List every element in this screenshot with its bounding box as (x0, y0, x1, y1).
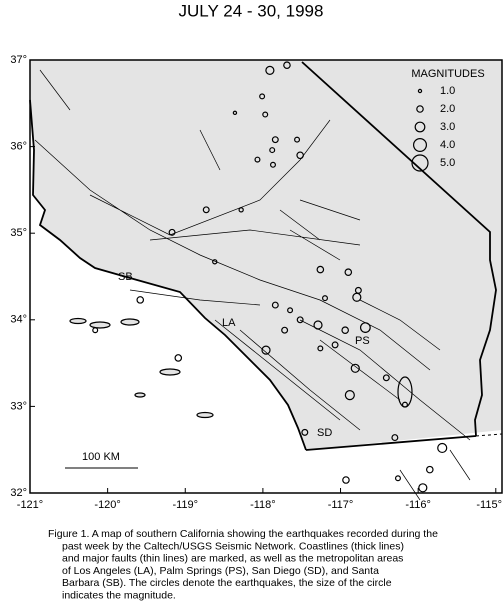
legend-marker (417, 88, 423, 94)
caption-line: past week by the Caltech/USGS Seismic Ne… (62, 540, 404, 552)
land (30, 60, 502, 450)
earthquake (136, 296, 145, 304)
legend-label: 1.0 (440, 85, 455, 97)
earthquake (391, 434, 399, 442)
x-tick-label: -116° (405, 499, 431, 511)
earthquake (271, 136, 279, 144)
earthquake (359, 322, 371, 333)
y-tick-label: 33° (10, 400, 27, 412)
legend-marker (416, 105, 424, 113)
earthquake (437, 442, 448, 454)
earthquake (259, 93, 266, 100)
legend-marker (411, 154, 429, 172)
earthquake (316, 265, 325, 274)
legend-label: 4.0 (440, 139, 455, 151)
legend-marker (413, 138, 428, 153)
earthquake (269, 161, 276, 168)
x-tick-label: -120° (94, 499, 120, 511)
earthquake (168, 228, 176, 236)
legend-label: 5.0 (440, 157, 455, 169)
earthquake (281, 326, 289, 334)
caption-line: Barbara (SB). The circles denote the ear… (62, 577, 392, 589)
earthquake (294, 136, 301, 143)
earthquake (352, 292, 362, 302)
earthquake (271, 301, 279, 309)
title: JULY 24 - 30, 1998 (179, 1, 324, 20)
x-tick-label: -115° (476, 499, 502, 511)
x-tick-label: -119° (172, 499, 198, 511)
earthquake (202, 206, 210, 214)
x-tick-label: -117° (328, 499, 354, 511)
earthquake (296, 151, 304, 160)
earthquake (232, 110, 238, 116)
y-tick-label: 34° (10, 314, 27, 326)
x-tick-label: -118° (250, 499, 276, 511)
caption-line: Figure 1. A map of southern California s… (48, 528, 438, 540)
earthquake (254, 156, 261, 163)
y-tick-label: 36° (10, 141, 27, 153)
city-label: SD (317, 427, 332, 439)
earthquake (418, 483, 428, 493)
earthquake (344, 390, 355, 401)
y-tick-label: 32° (10, 487, 27, 499)
earthquake (394, 475, 401, 482)
earthquake (262, 111, 269, 118)
earthquake (261, 345, 271, 355)
legend-title: MAGNITUDES (411, 68, 484, 80)
earthquake (174, 354, 183, 362)
city-label: LA (222, 317, 236, 329)
map-frame (29, 59, 503, 494)
caption-line: indicates the magnitude. (62, 590, 176, 602)
y-tick-label: 37° (10, 54, 27, 66)
earthquake (322, 295, 329, 302)
legend-label: 2.0 (440, 103, 455, 115)
caption-line: and major faults (thin lines) are marked… (62, 553, 403, 565)
city-label: PS (355, 335, 370, 347)
x-tick-label: -121° (17, 499, 43, 511)
earthquake (92, 327, 99, 334)
state-border (301, 61, 497, 451)
earthquake (283, 61, 291, 69)
earthquake (287, 307, 294, 314)
earthquake (238, 207, 244, 213)
earthquake (269, 147, 276, 154)
legend-marker (414, 121, 426, 133)
earthquake (382, 374, 390, 382)
earthquake (401, 401, 408, 408)
city-label: SB (118, 271, 133, 283)
earthquake (350, 363, 360, 373)
scale-label: 100 KM (82, 451, 120, 463)
earthquake (317, 345, 324, 352)
earthquake (331, 341, 339, 349)
earthquake (426, 465, 434, 474)
earthquake (296, 316, 304, 324)
y-tick-label: 35° (10, 227, 27, 239)
earthquake (212, 259, 218, 265)
faults (34, 69, 471, 501)
earthquake (341, 326, 349, 334)
border-dashed (475, 433, 503, 437)
earthquake (313, 320, 323, 330)
earthquake (344, 268, 353, 276)
caption-line: of Los Angeles (LA), Palm Springs (PS), … (62, 565, 379, 577)
earthquake (301, 428, 309, 436)
coastline (29, 99, 307, 451)
legend-label: 3.0 (440, 121, 455, 133)
earthquake (342, 476, 350, 484)
earthquake (265, 65, 275, 75)
